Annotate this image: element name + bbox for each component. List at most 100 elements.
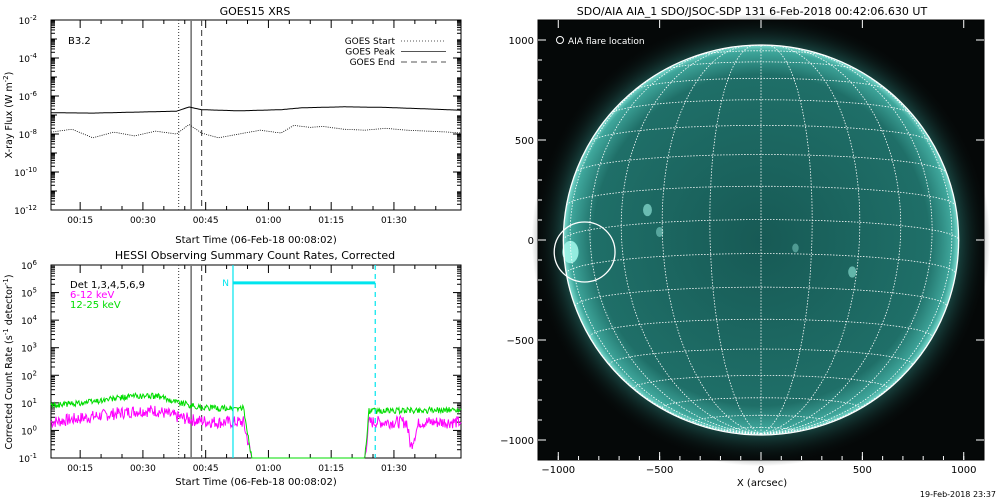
y-tick-exponent: -2 (30, 14, 37, 22)
x-tick-label: 01:15 (318, 464, 344, 474)
goes-legend-label: GOES End (350, 58, 395, 68)
longitude-line (709, 45, 762, 435)
y-tick-base: 10 (21, 345, 33, 355)
y-tick-base: 10 (21, 427, 33, 437)
hessi-ylabel-mid: detector (4, 285, 15, 328)
y-tick-base: 10 (19, 455, 31, 465)
hessi-legend-label: Det 1,3,4,5,6,9 (70, 280, 145, 291)
sun-disk (563, 45, 959, 435)
aia-x-tick-label: −500 (646, 465, 673, 476)
y-tick-exponent: -1 (30, 452, 37, 460)
hessi-ylabel-text: Corrected Count Rate (s (4, 335, 15, 449)
goes-series-solid (51, 106, 462, 114)
y-tick-label: 103 (21, 342, 37, 355)
y-tick-exponent: -4 (30, 52, 38, 60)
hessi-title: HESSI Observing Summary Count Rates, Cor… (115, 249, 395, 262)
heliographic-grid (562, 45, 960, 435)
solar-limb (562, 44, 960, 436)
y-tick-label: 10-12 (14, 204, 37, 217)
night-label: N (222, 279, 229, 289)
active-region (643, 203, 652, 217)
y-tick-base: 10 (19, 93, 31, 103)
hessi-ylabel-end: ) (4, 274, 15, 278)
aia-axis-ticks: −1000 −500 0 500 1000 −1000 −500 0 500 1000 (500, 20, 984, 476)
goes-xlabel: Start Time (06-Feb-18 00:08:02) (175, 235, 337, 246)
y-tick-label: 104 (21, 314, 37, 327)
y-tick-exponent: -12 (26, 204, 37, 212)
y-tick-base: 10 (19, 55, 31, 65)
hessi-xlabel: Start Time (06-Feb-18 00:08:02) (175, 477, 337, 488)
hessi-night-marker: N (222, 265, 376, 458)
goes-title: GOES15 XRS (220, 5, 291, 18)
aia-y-tick-label: 0 (528, 236, 534, 247)
x-tick-label: 01:00 (255, 464, 281, 474)
hessi-ylabel-sup2: -1 (2, 278, 10, 285)
goes-legend-label: GOES Start (345, 37, 396, 47)
active-region (848, 266, 857, 278)
aia-title: SDO/AIA AIA_1 SDO/JSOC-SDP 131 6-Feb-201… (577, 5, 928, 18)
y-tick-base: 10 (21, 317, 33, 327)
goes-series-dotted (50, 124, 462, 139)
y-tick-base: 10 (14, 207, 26, 217)
x-tick-label: 00:15 (67, 216, 93, 226)
x-tick-label: 00:30 (130, 464, 156, 474)
hessi-legend-label: 6-12 keV (70, 290, 114, 301)
hessi-ylabel: Corrected Count Rate (s-1 detector-1) (2, 274, 15, 449)
y-tick-exponent: 4 (33, 314, 38, 322)
aia-y-tick-label: 1000 (509, 36, 534, 47)
goes-plot-frame (50, 19, 462, 211)
goes-flux-lines (50, 106, 462, 139)
y-tick-label: 105 (21, 287, 37, 300)
hessi-series-high (50, 392, 462, 459)
goes-ylabel-sup: -2 (2, 75, 10, 82)
y-tick-base: 10 (14, 169, 26, 179)
y-tick-label: 10-10 (14, 166, 37, 179)
y-tick-exponent: -10 (26, 166, 37, 174)
aia-y-tick-label: −1000 (500, 436, 534, 447)
footer-timestamp: 19-Feb-2018 23:37 (920, 490, 996, 499)
hessi-ylabel-sup: -1 (2, 328, 10, 335)
y-tick-label: 10-4 (19, 52, 38, 65)
x-tick-label: 00:30 (130, 216, 156, 226)
longitude-line (760, 239, 960, 435)
aia-legend-label: AIA flare location (568, 37, 645, 47)
goes-class-label: B3.2 (68, 36, 91, 47)
y-tick-base: 10 (21, 290, 33, 300)
longitude-line (760, 45, 813, 435)
aia-x-tick-label: 500 (853, 465, 872, 476)
hessi-panel: HESSI Observing Summary Count Rates, Cor… (2, 249, 462, 488)
y-tick-exponent: 5 (33, 287, 37, 295)
aia-xlabel: X (arcsec) (737, 478, 787, 489)
goes-xrs-panel: GOES15 XRS 10-1210-1010-810-610-410-200:… (2, 5, 462, 246)
y-tick-label: 106 (21, 259, 37, 272)
flare-location-circle (553, 221, 616, 283)
aia-x-tick-label: 1000 (951, 465, 976, 476)
x-tick-label: 00:15 (67, 464, 93, 474)
y-tick-label: 101 (21, 397, 37, 410)
y-tick-base: 10 (19, 131, 31, 141)
y-tick-label: 10-1 (19, 452, 37, 465)
latitude-line (635, 77, 887, 90)
x-tick-label: 01:00 (255, 216, 281, 226)
y-tick-exponent: 0 (33, 424, 37, 432)
x-tick-label: 01:15 (318, 216, 344, 226)
latitude-line (566, 185, 956, 206)
y-tick-exponent: 6 (33, 259, 38, 267)
goes-legend-label: GOES Peak (345, 48, 395, 58)
longitude-line (760, 45, 861, 435)
aia-sun-image (531, 13, 991, 467)
aia-y-tick-label: −500 (507, 336, 534, 347)
y-tick-exponent: -8 (30, 128, 37, 136)
y-tick-label: 100 (21, 424, 37, 437)
y-tick-base: 10 (21, 262, 33, 272)
y-tick-exponent: 2 (33, 369, 37, 377)
y-tick-base: 10 (19, 17, 31, 27)
aia-y-tick-label: 500 (515, 136, 534, 147)
longitude-line (760, 60, 953, 435)
latitude-line (696, 50, 826, 56)
y-tick-base: 10 (21, 372, 33, 382)
